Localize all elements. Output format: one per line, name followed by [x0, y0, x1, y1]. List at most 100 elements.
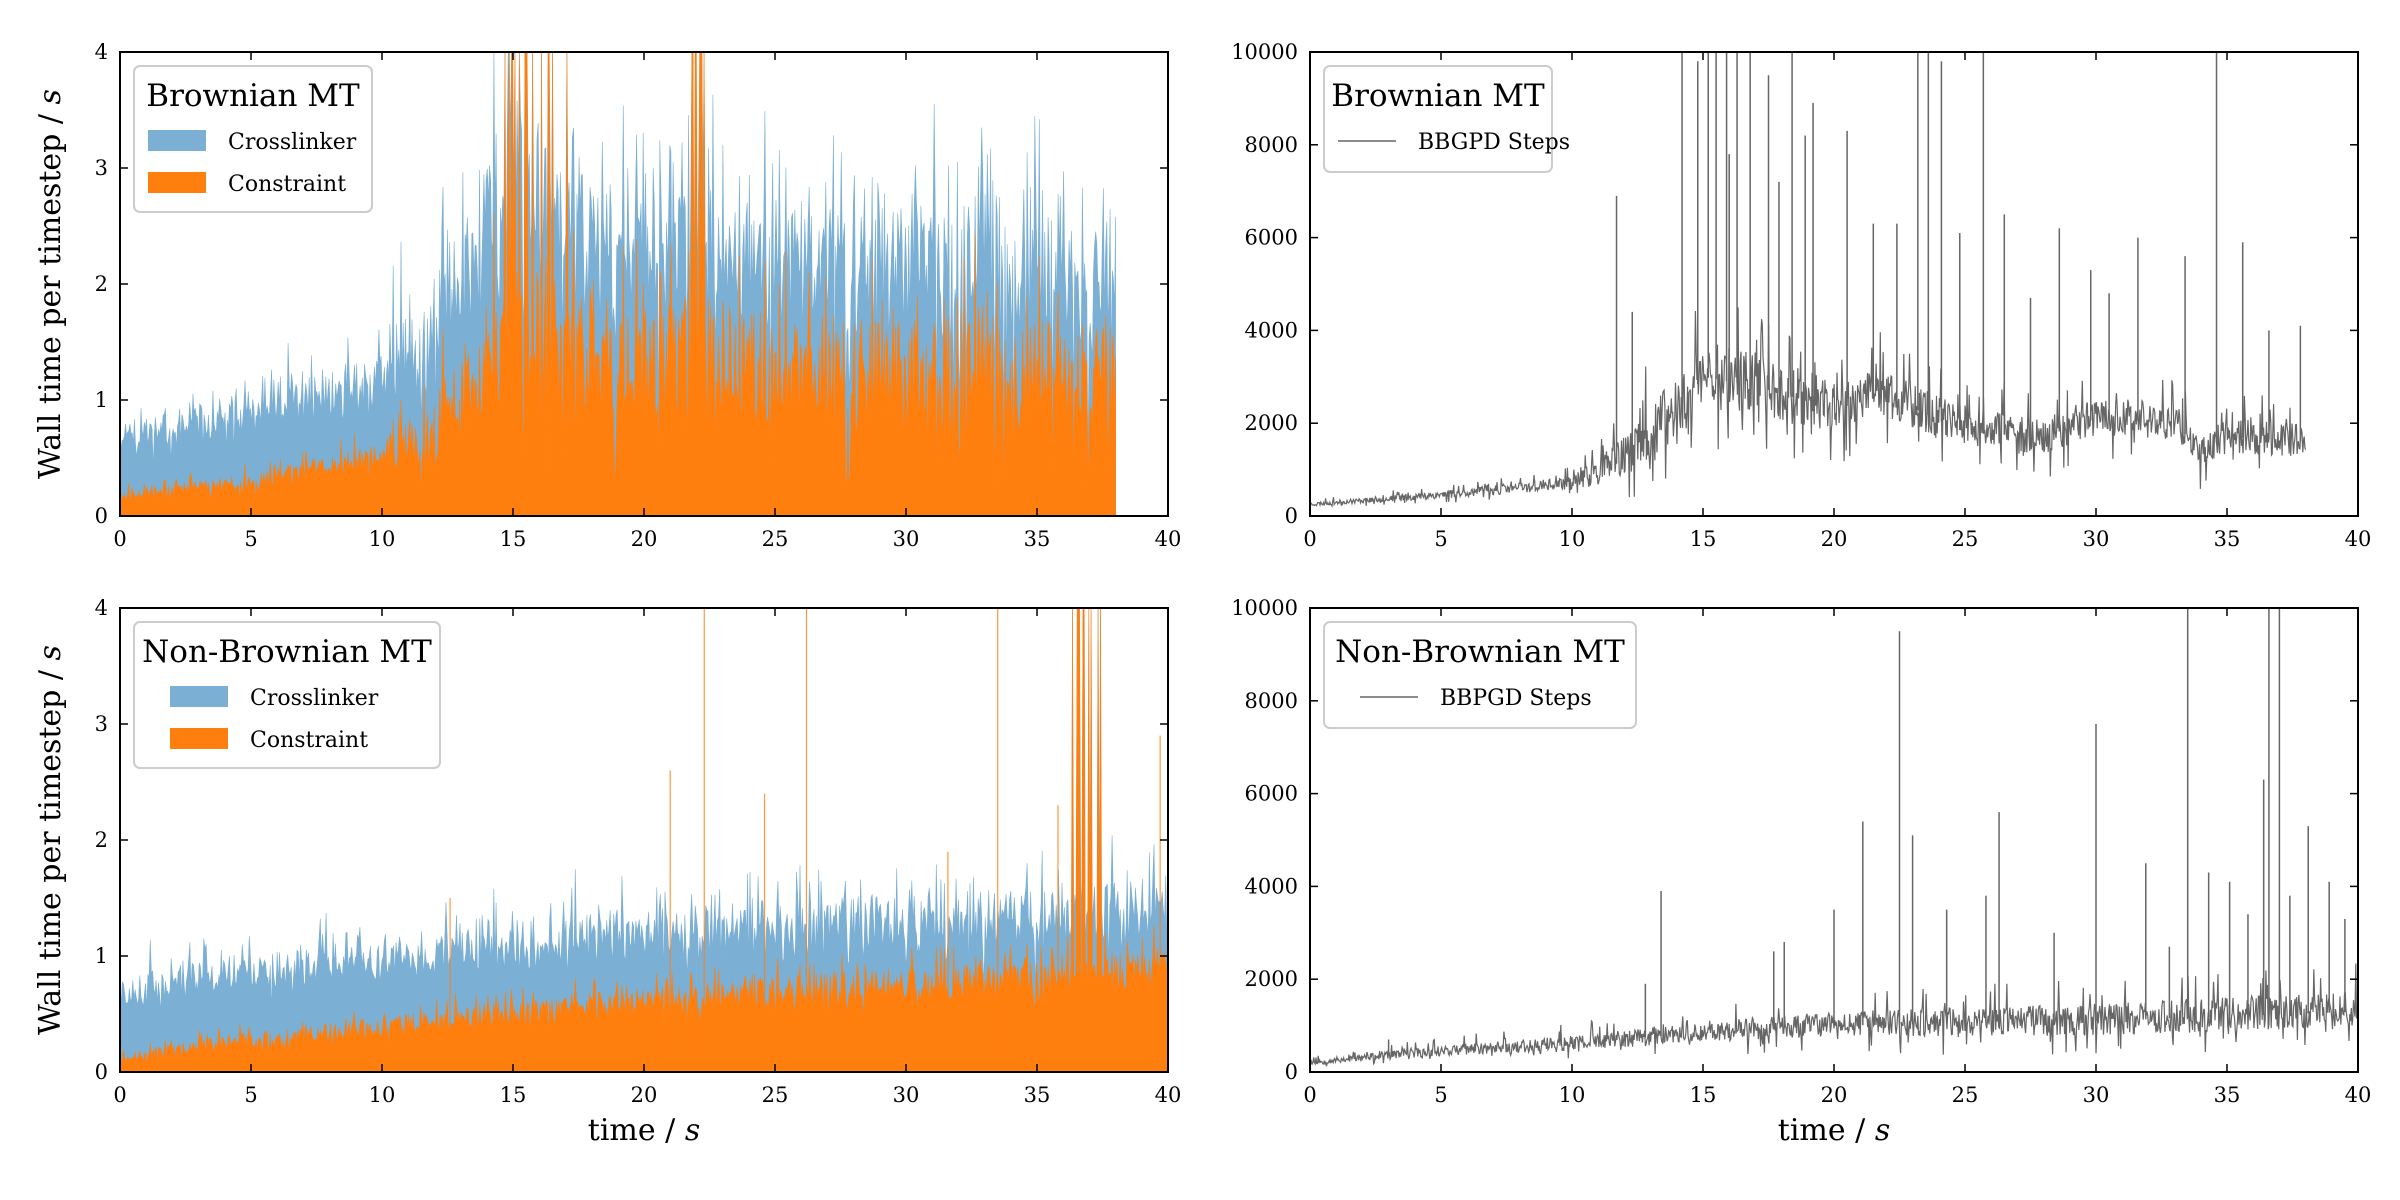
plot-area — [120, 52, 1116, 516]
y-tick-label: 0 — [95, 504, 108, 528]
legend: Brownian MT BBGPD Steps — [1323, 65, 1570, 173]
y-tick-label: 3 — [95, 156, 108, 180]
panel-brownian-steps: 0 5 10 15 20 25 30 35 40 0 2000 4000 6000 8000 10000 Br… — [1231, 40, 2371, 551]
legend: Brownian MT Crosslinker Constraint — [133, 65, 373, 213]
y-tick-label: 6000 — [1245, 226, 1298, 250]
panel-brownian-walltime: 0 5 10 15 20 25 30 35 40 0 1 2 3 4 Wall time per times… — [33, 40, 1181, 551]
x-tick-label: 20 — [1821, 527, 1848, 551]
x-axis-label-main: time / — [1778, 1113, 1875, 1148]
x-tick-label: 35 — [2214, 1083, 2241, 1107]
x-tick-label: 10 — [1559, 527, 1586, 551]
x-tick-label: 30 — [2083, 527, 2110, 551]
x-axis-label: time / s — [1778, 1113, 1890, 1148]
x-tick-label: 30 — [893, 527, 920, 551]
y-tick-label: 2 — [95, 272, 108, 296]
x-tick-label: 20 — [1821, 1083, 1848, 1107]
x-tick-label: 25 — [762, 1083, 789, 1107]
panel-nonbrownian-steps: 0 5 10 15 20 25 30 35 40 0 2000 4000 6000 8000 10000 ti… — [1231, 596, 2371, 1148]
x-tick-label: 40 — [2345, 1083, 2372, 1107]
y-tick-label: 2000 — [1245, 411, 1298, 435]
legend-box — [1323, 621, 1637, 729]
x-tick-label: 25 — [1952, 1083, 1979, 1107]
legend: Non-Brownian MT Crosslinker Constraint — [133, 621, 441, 769]
x-tick-label: 15 — [1690, 1083, 1717, 1107]
legend-entry: BBGPD Steps — [1418, 130, 1570, 155]
constraint-area — [120, 52, 1116, 516]
x-tick-label: 20 — [631, 527, 658, 551]
y-tick-label: 0 — [1285, 1060, 1298, 1084]
legend-title: Non-Brownian MT — [142, 634, 432, 670]
x-tick-label: 0 — [113, 527, 126, 551]
y-tick-label: 2 — [95, 828, 108, 852]
x-tick-label: 0 — [1303, 527, 1316, 551]
x-tick-label: 30 — [2083, 1083, 2110, 1107]
y-tick-label: 6000 — [1245, 782, 1298, 806]
y-tick-label: 0 — [1285, 504, 1298, 528]
y-tick-label: 4000 — [1245, 318, 1298, 342]
plot-area — [1310, 52, 2307, 508]
x-axis-label-unit: s — [1875, 1113, 1890, 1148]
y-axis-label-unit: s — [33, 89, 68, 104]
plot-area — [1310, 608, 2358, 1067]
x-tick-label: 10 — [1559, 1083, 1586, 1107]
steps-line — [1310, 307, 2307, 508]
legend-swatch-crosslinker — [148, 130, 206, 151]
x-tick-label: 25 — [762, 527, 789, 551]
x-tick-label: 40 — [2345, 527, 2372, 551]
y-tick-label: 10000 — [1231, 40, 1298, 64]
constraint-area — [120, 608, 1168, 1072]
legend-entry: Crosslinker — [250, 686, 379, 711]
y-axis-label: Wall time per timestep / s — [33, 89, 68, 479]
y-tick-label: 4 — [95, 40, 108, 64]
legend-title: Brownian MT — [146, 78, 360, 114]
y-tick-label: 4 — [95, 596, 108, 620]
y-tick-label: 2000 — [1245, 967, 1298, 991]
y-tick-label: 10000 — [1231, 596, 1298, 620]
y-tick-label: 4000 — [1245, 874, 1298, 898]
x-tick-label: 30 — [893, 1083, 920, 1107]
y-tick-label: 8000 — [1245, 133, 1298, 157]
x-tick-label: 35 — [2214, 527, 2241, 551]
x-tick-label: 35 — [1024, 1083, 1051, 1107]
y-tick-label: 0 — [95, 1060, 108, 1084]
legend-swatch-constraint — [170, 728, 228, 749]
legend-entry: Crosslinker — [228, 130, 357, 155]
y-axis-label-unit: s — [33, 645, 68, 660]
x-tick-label: 5 — [1434, 1083, 1447, 1107]
y-axis-label: Wall time per timestep / s — [33, 645, 68, 1035]
x-tick-label: 0 — [113, 1083, 126, 1107]
x-tick-label: 20 — [631, 1083, 658, 1107]
x-axis-label-unit: s — [685, 1113, 700, 1148]
x-tick-label: 15 — [500, 527, 527, 551]
y-axis-label-main: Wall time per timestep / — [33, 104, 68, 479]
x-tick-label: 10 — [369, 1083, 396, 1107]
x-tick-label: 40 — [1155, 527, 1182, 551]
x-tick-label: 0 — [1303, 1083, 1316, 1107]
x-tick-label: 35 — [1024, 527, 1051, 551]
legend: Non-Brownian MT BBPGD Steps — [1323, 621, 1637, 729]
x-tick-label: 15 — [500, 1083, 527, 1107]
legend-title: Non-Brownian MT — [1335, 634, 1625, 670]
legend-swatch-constraint — [148, 172, 206, 193]
legend-entry: BBPGD Steps — [1440, 686, 1592, 711]
x-tick-label: 5 — [1434, 527, 1447, 551]
x-axis-label: time / s — [588, 1113, 700, 1148]
x-tick-label: 40 — [1155, 1083, 1182, 1107]
x-tick-label: 25 — [1952, 527, 1979, 551]
x-axis-label-main: time / — [588, 1113, 685, 1148]
steps-line — [1310, 963, 2358, 1067]
legend-box — [1323, 65, 1553, 173]
plot-area — [120, 608, 1168, 1072]
x-tick-label: 15 — [1690, 527, 1717, 551]
legend-swatch-crosslinker — [170, 686, 228, 707]
x-tick-label: 10 — [369, 527, 396, 551]
y-tick-label: 8000 — [1245, 689, 1298, 713]
x-tick-label: 5 — [244, 1083, 257, 1107]
x-tick-label: 5 — [244, 527, 257, 551]
legend-title: Brownian MT — [1331, 78, 1545, 114]
y-axis-label-main: Wall time per timestep / — [33, 660, 68, 1035]
y-tick-label: 1 — [95, 388, 108, 412]
y-tick-label: 1 — [95, 944, 108, 968]
crosslinker-area — [120, 52, 1116, 516]
